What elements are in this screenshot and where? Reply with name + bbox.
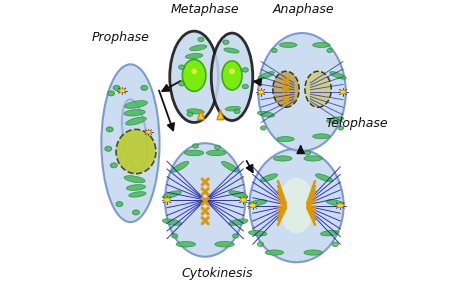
Ellipse shape — [304, 151, 310, 155]
Ellipse shape — [229, 191, 248, 198]
Ellipse shape — [182, 59, 206, 91]
Ellipse shape — [225, 106, 241, 111]
Ellipse shape — [332, 242, 338, 246]
Ellipse shape — [187, 112, 193, 116]
Ellipse shape — [106, 127, 113, 132]
Ellipse shape — [260, 174, 277, 182]
Ellipse shape — [240, 198, 246, 202]
Ellipse shape — [164, 198, 170, 202]
Ellipse shape — [116, 201, 123, 207]
Ellipse shape — [313, 42, 330, 48]
Ellipse shape — [124, 176, 145, 183]
Ellipse shape — [126, 117, 146, 125]
Ellipse shape — [258, 33, 346, 151]
Polygon shape — [198, 110, 204, 120]
Ellipse shape — [211, 33, 253, 121]
Ellipse shape — [119, 89, 125, 93]
Ellipse shape — [337, 203, 344, 208]
Ellipse shape — [277, 137, 294, 142]
Ellipse shape — [141, 85, 148, 90]
Text: Telophase: Telophase — [326, 117, 388, 130]
Ellipse shape — [249, 203, 256, 208]
Ellipse shape — [185, 53, 203, 59]
Ellipse shape — [223, 40, 229, 44]
Polygon shape — [217, 110, 224, 120]
Ellipse shape — [101, 64, 160, 222]
Text: Cytokinesis: Cytokinesis — [182, 267, 254, 280]
Ellipse shape — [320, 230, 339, 236]
Ellipse shape — [261, 126, 266, 130]
Ellipse shape — [327, 117, 344, 123]
Ellipse shape — [129, 192, 146, 197]
Ellipse shape — [304, 156, 322, 161]
Ellipse shape — [192, 144, 199, 148]
Ellipse shape — [258, 72, 274, 79]
Ellipse shape — [127, 185, 146, 190]
Ellipse shape — [273, 156, 292, 161]
Ellipse shape — [113, 85, 120, 90]
Ellipse shape — [224, 48, 239, 53]
Ellipse shape — [215, 241, 234, 247]
Text: Anaphase: Anaphase — [273, 3, 334, 16]
Ellipse shape — [108, 91, 115, 96]
Ellipse shape — [265, 250, 283, 255]
Ellipse shape — [316, 174, 333, 182]
Ellipse shape — [249, 149, 344, 262]
Ellipse shape — [229, 219, 248, 225]
Ellipse shape — [125, 101, 147, 108]
Ellipse shape — [273, 71, 299, 107]
Ellipse shape — [207, 150, 226, 156]
Text: Prophase: Prophase — [92, 31, 150, 44]
Ellipse shape — [163, 219, 182, 225]
Ellipse shape — [338, 126, 344, 130]
Text: Metaphase: Metaphase — [171, 3, 239, 16]
Ellipse shape — [257, 242, 264, 246]
Ellipse shape — [242, 68, 248, 72]
Ellipse shape — [133, 210, 139, 215]
Ellipse shape — [190, 45, 207, 51]
Ellipse shape — [172, 161, 189, 172]
Ellipse shape — [165, 143, 246, 257]
Ellipse shape — [172, 234, 178, 238]
Ellipse shape — [146, 130, 151, 134]
Ellipse shape — [215, 145, 221, 150]
Ellipse shape — [258, 90, 264, 94]
Ellipse shape — [184, 150, 204, 156]
Ellipse shape — [330, 72, 346, 79]
Ellipse shape — [116, 129, 156, 174]
Ellipse shape — [313, 134, 330, 139]
Ellipse shape — [327, 48, 332, 53]
Ellipse shape — [187, 109, 204, 114]
Ellipse shape — [110, 163, 117, 168]
Ellipse shape — [234, 109, 240, 113]
Ellipse shape — [242, 84, 248, 89]
Ellipse shape — [105, 146, 112, 151]
Ellipse shape — [340, 90, 346, 94]
Ellipse shape — [163, 191, 182, 198]
Ellipse shape — [170, 31, 219, 123]
Ellipse shape — [257, 111, 274, 117]
Ellipse shape — [191, 68, 197, 74]
Ellipse shape — [280, 42, 297, 48]
Ellipse shape — [272, 48, 277, 53]
Ellipse shape — [229, 68, 235, 74]
Ellipse shape — [248, 230, 267, 236]
Ellipse shape — [221, 161, 238, 172]
Ellipse shape — [179, 65, 185, 69]
Ellipse shape — [222, 61, 242, 90]
Ellipse shape — [326, 200, 344, 206]
Ellipse shape — [124, 110, 145, 116]
Ellipse shape — [305, 71, 331, 107]
Ellipse shape — [179, 82, 185, 86]
Ellipse shape — [279, 178, 314, 233]
Ellipse shape — [198, 37, 204, 42]
Ellipse shape — [176, 241, 195, 247]
Ellipse shape — [304, 250, 322, 255]
Ellipse shape — [249, 200, 267, 206]
Ellipse shape — [233, 234, 239, 238]
Ellipse shape — [122, 99, 147, 171]
